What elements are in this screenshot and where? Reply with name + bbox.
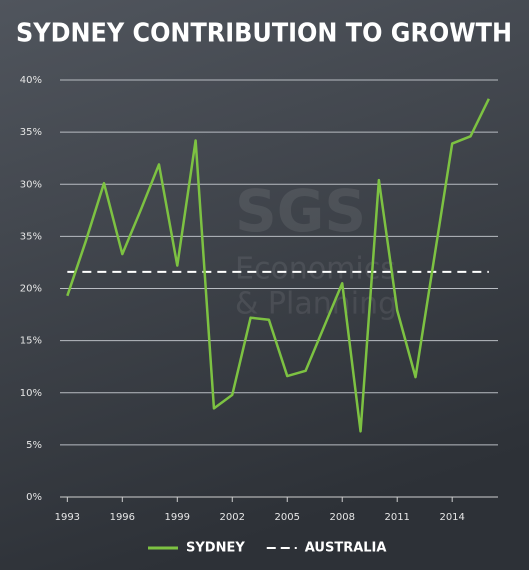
y-tick-label: 35% xyxy=(20,127,42,138)
series-line xyxy=(66,98,490,433)
y-tick-label: 15% xyxy=(20,336,42,347)
y-tick-label: 0% xyxy=(26,492,42,503)
watermark-text: Economics xyxy=(235,252,396,287)
legend-label: AUSTRALIA xyxy=(305,541,387,556)
watermark-text: & Planning xyxy=(235,287,397,322)
x-tick-label: 2011 xyxy=(384,512,409,523)
y-tick-label: 30% xyxy=(20,179,42,190)
x-tick-label: 2008 xyxy=(329,512,354,523)
x-tick-label: 1999 xyxy=(165,512,190,523)
x-tick-label: 1996 xyxy=(110,512,135,523)
chart-title: SYDNEY CONTRIBUTION TO GROWTH xyxy=(16,19,512,49)
y-tick-label: 10% xyxy=(20,388,42,399)
y-tick-label: 40% xyxy=(20,75,42,86)
y-tick-label: 20% xyxy=(20,284,42,295)
x-tick-label: 2002 xyxy=(220,512,245,523)
y-tick-label: 35% xyxy=(20,231,42,242)
x-tick-label: 1993 xyxy=(55,512,80,523)
y-tick-label: 5% xyxy=(26,440,42,451)
x-tick-label: 2005 xyxy=(275,512,300,523)
x-tick-label: 2014 xyxy=(439,512,464,523)
watermark-text: SGS xyxy=(235,177,366,245)
legend-label: SYDNEY xyxy=(186,541,245,556)
